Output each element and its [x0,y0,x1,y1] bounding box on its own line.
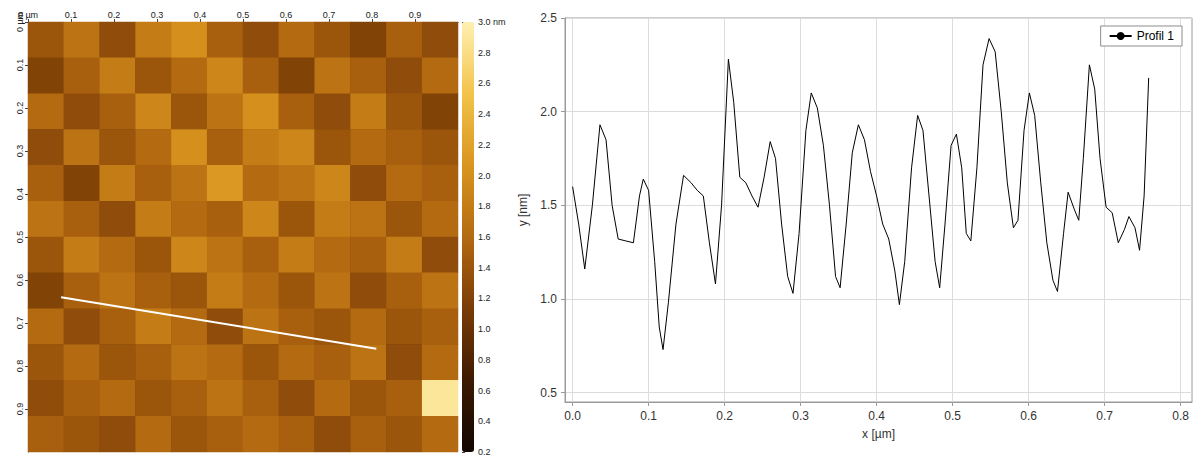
svg-text:2.2: 2.2 [478,140,491,150]
svg-text:1.5: 1.5 [540,198,557,212]
svg-text:2.5: 2.5 [540,11,557,25]
svg-text:0.7: 0.7 [323,10,336,20]
svg-text:0.2: 0.2 [15,102,25,115]
svg-text:0.1: 0.1 [65,10,78,20]
svg-text:0.7: 0.7 [1096,409,1113,423]
svg-text:0.1: 0.1 [640,409,657,423]
svg-text:1.0: 1.0 [540,292,557,306]
svg-text:0.8: 0.8 [1172,409,1189,423]
svg-text:0.4: 0.4 [194,10,207,20]
svg-text:0.2: 0.2 [478,447,491,457]
svg-text:0.8: 0.8 [366,10,379,20]
svg-text:0.0: 0.0 [564,409,581,423]
svg-text:0.5: 0.5 [540,386,557,400]
svg-text:0.7: 0.7 [15,317,25,330]
svg-text:1.6: 1.6 [478,232,491,242]
svg-text:0.6: 0.6 [478,386,491,396]
svg-text:1.0: 1.0 [478,324,491,334]
svg-text:0.4: 0.4 [478,416,491,426]
svg-text:0.4: 0.4 [15,188,25,201]
svg-text:0.3: 0.3 [151,10,164,20]
svg-text:1.2: 1.2 [478,293,491,303]
svg-text:1.8: 1.8 [478,201,491,211]
svg-text:0.4: 0.4 [868,409,885,423]
svg-text:0 µm: 0 µm [14,11,25,33]
svg-text:0.5: 0.5 [15,231,25,244]
svg-text:y [nm]: y [nm] [516,194,530,227]
svg-text:2.6: 2.6 [478,78,491,88]
svg-text:0.6: 0.6 [15,274,25,287]
svg-text:0 µm: 0 µm [18,10,38,20]
svg-text:0.3: 0.3 [792,409,809,423]
svg-text:2.8: 2.8 [478,48,491,58]
svg-text:0.3: 0.3 [15,145,25,158]
svg-text:0.8: 0.8 [15,360,25,373]
svg-text:0.5: 0.5 [944,409,961,423]
svg-text:0.2: 0.2 [716,409,733,423]
svg-text:0.6: 0.6 [280,10,293,20]
svg-text:0.1: 0.1 [15,59,25,72]
svg-text:0.8: 0.8 [478,355,491,365]
svg-text:x [µm]: x [µm] [862,427,895,441]
svg-text:0.9: 0.9 [409,10,422,20]
svg-text:2.0: 2.0 [540,105,557,119]
svg-text:Profil 1: Profil 1 [1137,29,1175,43]
svg-text:0.2: 0.2 [108,10,121,20]
svg-text:2.4: 2.4 [478,109,491,119]
svg-text:2.0: 2.0 [478,171,491,181]
svg-text:0.9: 0.9 [15,403,25,416]
svg-text:0.5: 0.5 [237,10,250,20]
svg-text:0.6: 0.6 [1020,409,1037,423]
svg-text:1.4: 1.4 [478,263,491,273]
svg-text:3.0 nm: 3.0 nm [478,17,506,27]
